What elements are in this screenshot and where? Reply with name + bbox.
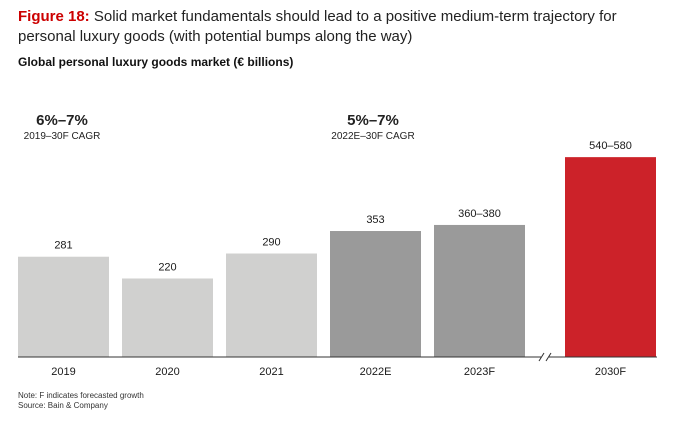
bar-2020: [122, 278, 213, 357]
value-label-2019: 281: [54, 240, 72, 252]
value-label-2023f: 360–380: [458, 208, 501, 220]
cagr-value-2: 5%–7%: [347, 112, 399, 129]
figure-title: Figure 18: Solid market fundamentals sho…: [18, 7, 658, 47]
source-text: Source: Bain & Company: [18, 401, 108, 410]
axis-break-mark-1: [538, 352, 545, 362]
value-label-2020: 220: [158, 261, 176, 273]
bar-2021: [226, 253, 317, 357]
tick-label-2021: 2021: [259, 366, 283, 378]
bar-2023f: [434, 224, 525, 357]
value-label-2021: 290: [262, 237, 280, 249]
cagr-value-1: 6%–7%: [36, 112, 88, 129]
value-label-2022e: 353: [366, 214, 384, 226]
tick-label-2020: 2020: [155, 366, 179, 378]
figure-title-text: Solid market fundamentals should lead to…: [18, 8, 617, 45]
axis-break-mark-2: [545, 352, 552, 362]
chart-subtitle: Global personal luxury goods market (€ b…: [18, 55, 294, 69]
tick-label-2030f: 2030F: [595, 366, 626, 378]
figure-label: Figure 18:: [18, 8, 90, 25]
note-text: Note: F indicates forecasted growth: [18, 391, 144, 400]
chart-notes: Note: F indicates forecasted growth Sour…: [18, 391, 144, 411]
value-label-2030f: 540–580: [589, 140, 632, 152]
tick-label-2023f: 2023F: [464, 366, 495, 378]
bar-2030f: [565, 157, 656, 357]
cagr-label-1: 2019–30F CAGR: [24, 131, 101, 142]
bar-2022e: [330, 231, 421, 357]
tick-label-2022e: 2022E: [360, 366, 392, 378]
tick-label-2019: 2019: [51, 366, 75, 378]
cagr-label-2: 2022E–30F CAGR: [331, 131, 414, 142]
bar-2019: [18, 256, 109, 357]
